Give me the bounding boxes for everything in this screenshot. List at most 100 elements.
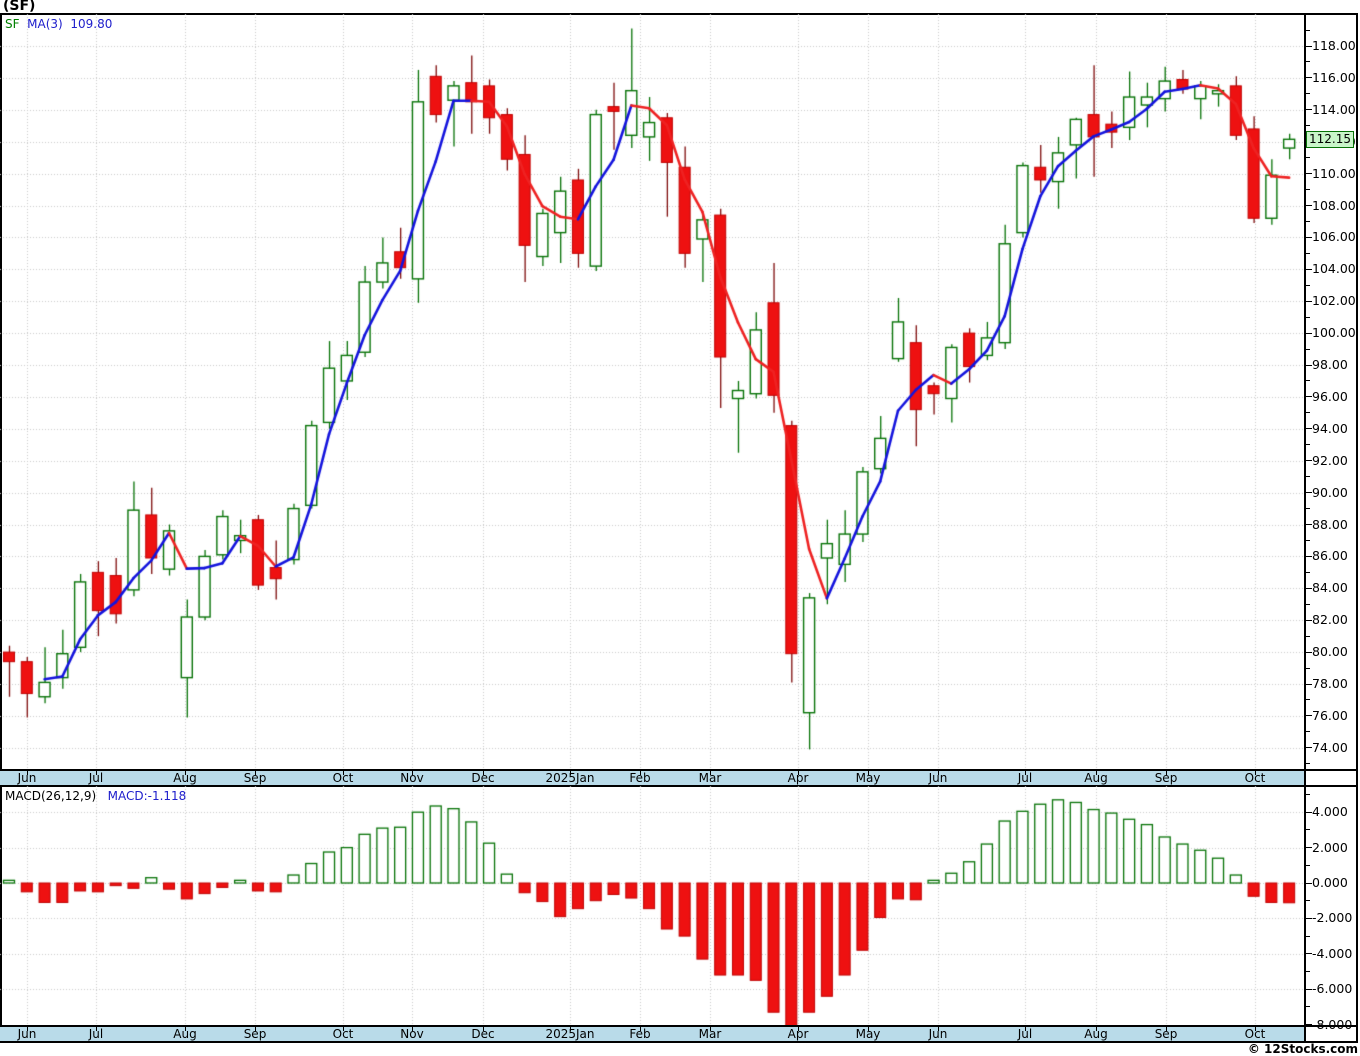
month-axis-top: Jun Jul Aug Sep Oct Nov Dec 2025Jan Feb Mar Apr May…: [0, 771, 1304, 785]
month-label: Jul: [1017, 1027, 1033, 1041]
price-axis-tick: [1306, 316, 1310, 318]
month-label: Oct: [332, 771, 354, 785]
price-axis-tick: [1306, 763, 1310, 765]
month-label: Jun: [17, 771, 37, 785]
copyright-watermark: © 12Stocks.com: [1247, 1042, 1358, 1056]
price-axis-label: 102.00: [1312, 293, 1356, 309]
price-axis-tick: [1306, 412, 1310, 414]
price-axis-label: 74.00: [1312, 739, 1348, 755]
price-axis-tick: [1306, 205, 1312, 206]
price-axis-label: 78.00: [1312, 676, 1348, 691]
month-tick: [710, 771, 711, 775]
month-tick: [640, 1027, 641, 1031]
frame-outer-bottom-line: [0, 1041, 1358, 1043]
macd-axis-tick: [1306, 882, 1312, 884]
macd-axis-tick: [1306, 811, 1312, 813]
price-axis-label: 118.00: [1312, 38, 1356, 53]
month-label: Jul: [1017, 771, 1033, 785]
symbol-label: SF: [5, 17, 20, 31]
month-tick: [1025, 771, 1026, 775]
page-title: (SF): [3, 0, 36, 14]
macd-legend: MACD(26,12,9) MACD:-1.118: [5, 789, 186, 803]
month-label: Aug: [1084, 1027, 1108, 1041]
price-axis-tick: [1306, 587, 1312, 589]
month-label: Sep: [1154, 1027, 1178, 1041]
month-label: Aug: [173, 1027, 197, 1041]
month-label: Oct: [1244, 771, 1266, 785]
chart-legend: SF MA(3) 109.80: [5, 17, 112, 31]
price-axis-tick: [1306, 699, 1310, 701]
month-tick: [1166, 1027, 1167, 1031]
price-axis-tick: [1306, 667, 1310, 669]
price-axis-tick: [1306, 492, 1312, 494]
price-axis-label: 108.00: [1312, 197, 1356, 213]
price-axis-tick: [1306, 252, 1310, 254]
price-axis-tick: [1306, 428, 1312, 430]
price-axis-tick: [1306, 220, 1310, 222]
price-axis-tick: [1306, 539, 1310, 541]
month-tick: [710, 1027, 711, 1031]
month-tick: [1166, 771, 1167, 775]
macd-params-label: MACD(26,12,9): [5, 789, 97, 803]
month-tick: [96, 771, 97, 775]
last-price-tag: 112.15: [1306, 131, 1354, 148]
month-tick: [868, 771, 869, 775]
month-label: Dec: [471, 1027, 495, 1041]
macd-axis-label: -4.000: [1312, 945, 1353, 961]
month-tick: [1255, 1027, 1256, 1031]
macd-axis-tick: [1306, 917, 1312, 919]
price-axis-tick: [1306, 29, 1310, 31]
price-axis-tick: [1306, 236, 1312, 238]
month-tick: [412, 771, 413, 775]
month-tick: [570, 771, 571, 775]
frame-macd-bottom-line: [0, 1025, 1358, 1027]
month-label: Jun: [928, 771, 948, 785]
month-tick: [483, 771, 484, 775]
month-tick: [255, 771, 256, 775]
macd-axis-label: 2.000: [1312, 839, 1348, 855]
price-axis-tick: [1306, 61, 1310, 63]
month-label: 2025Jan: [545, 1027, 595, 1041]
price-axis-tick: [1306, 268, 1312, 270]
price-axis-label: 96.00: [1312, 388, 1348, 404]
price-axis-tick: [1306, 332, 1312, 334]
price-axis-tick: [1306, 444, 1310, 446]
month-label: Nov: [400, 771, 424, 785]
price-axis-tick: [1306, 77, 1312, 79]
price-axis-label: 98.00: [1312, 357, 1348, 372]
price-axis-tick: [1306, 571, 1310, 573]
month-label: Aug: [173, 771, 197, 785]
price-axis-label: 114.00: [1312, 101, 1356, 117]
month-tick: [798, 1027, 799, 1031]
price-axis-label: 84.00: [1312, 580, 1348, 596]
ma-label: MA(3): [27, 17, 63, 31]
price-axis-label: 110.00: [1312, 165, 1356, 181]
ma-value: 109.80: [70, 17, 113, 31]
price-axis-tick: [1306, 109, 1312, 111]
month-label: Jul: [88, 1027, 104, 1041]
price-axis-tick: [1306, 731, 1310, 733]
month-label: Sep: [243, 1027, 267, 1041]
macd-axis-label: 4.000: [1312, 804, 1348, 820]
month-tick: [640, 771, 641, 775]
month-label: Apr: [787, 1027, 809, 1041]
price-axis-tick: [1306, 300, 1312, 302]
macd-axis-tick: [1306, 971, 1310, 972]
frame-right-line: [1356, 13, 1358, 1043]
price-axis-label: 94.00: [1312, 420, 1348, 436]
price-axis-tick: [1306, 157, 1310, 159]
month-label: Sep: [243, 771, 267, 785]
frame-axis-line: [1304, 13, 1306, 1043]
price-axis-tick: [1306, 45, 1312, 47]
price-axis-label: 76.00: [1312, 707, 1348, 723]
macd-axis-tick: [1306, 829, 1310, 831]
month-label: May: [855, 771, 881, 785]
price-axis-tick: [1306, 715, 1312, 717]
month-label: Feb: [629, 1027, 651, 1041]
month-label: Jul: [88, 771, 104, 785]
month-tick: [255, 1027, 256, 1031]
month-tick: [570, 1027, 571, 1031]
month-tick: [1255, 771, 1256, 775]
price-axis-tick: [1306, 651, 1312, 653]
macd-axis-tick: [1306, 864, 1310, 866]
